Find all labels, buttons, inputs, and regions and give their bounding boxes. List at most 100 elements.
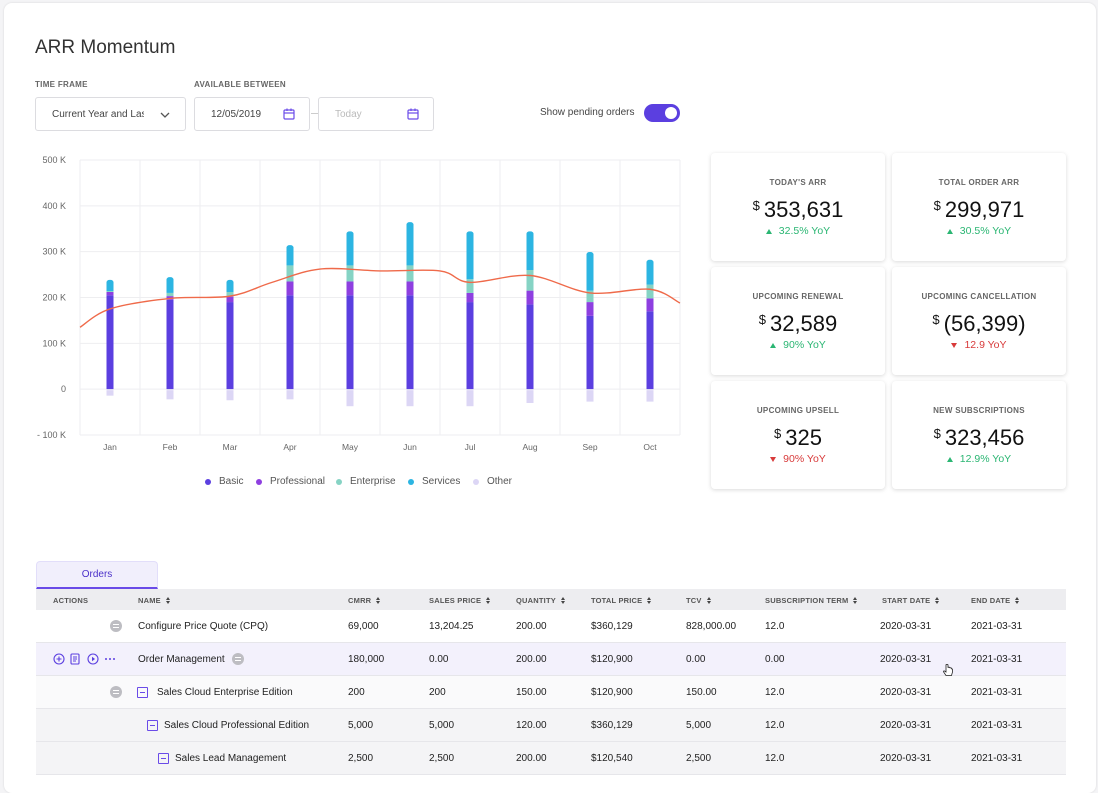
- legend-dot: [408, 478, 414, 485]
- sort-icon: [376, 597, 381, 604]
- page-title: ARR Momentum: [35, 37, 176, 58]
- col-start-date[interactable]: START DATE: [882, 596, 940, 605]
- legend-item-services: Services: [408, 476, 460, 487]
- bar-segment-services: [346, 233, 354, 266]
- kpi-change: 30.5% YoY: [892, 225, 1066, 237]
- cell-term: 12.0: [765, 621, 785, 632]
- bar-segment-enterprise: [106, 291, 114, 292]
- y-tick-label: 400 K: [42, 201, 66, 211]
- bar-segment-other: [166, 390, 174, 400]
- legend-item-enterprise: Enterprise: [336, 476, 396, 487]
- bar-segment-basic: [646, 311, 654, 390]
- bar-segment-other: [466, 390, 474, 407]
- legend-item-basic: Basic: [205, 476, 243, 487]
- calendar-icon[interactable]: [283, 108, 295, 120]
- col-subscription-term[interactable]: SUBSCRIPTION TERM: [765, 596, 858, 605]
- start-date-input[interactable]: 12/05/2019: [194, 97, 310, 131]
- end-date-input[interactable]: Today: [318, 97, 434, 131]
- table-row[interactable]: Sales Lead Management 2,500 2,500 200.00 $12…: [36, 742, 1066, 775]
- cell-name: Configure Price Quote (CPQ): [138, 621, 269, 632]
- sort-icon: [486, 597, 491, 604]
- bar-segment-services: [586, 253, 594, 291]
- kpi-card-upcoming-cancellation: UPCOMING CANCELLATION $ (56,399) 12.9 YoY: [892, 267, 1066, 375]
- kpi-card-upcoming-upsell: UPCOMING UPSELL $325 90% YoY: [711, 381, 885, 489]
- sort-icon: [706, 597, 712, 604]
- legend-label: Professional: [270, 476, 326, 487]
- bar-segment-basic: [226, 302, 234, 390]
- legend-dot: [205, 478, 211, 485]
- bar-segment-services: [466, 233, 474, 280]
- time-frame-select[interactable]: Current Year and Las: [35, 97, 186, 131]
- y-tick-label: - 100 K: [37, 430, 66, 440]
- col-name[interactable]: NAME: [138, 596, 171, 605]
- kpi-card-today-s-arr: TODAY'S ARR $353,631 32.5% YoY: [711, 153, 885, 261]
- table-row[interactable]: Order Management 180,000 0.00 200.00 $120,90…: [36, 643, 1066, 676]
- table-row[interactable]: Sales Cloud Enterprise Edition 200 200 150.…: [36, 676, 1066, 709]
- cell-name: Sales Cloud Enterprise Edition: [157, 687, 293, 698]
- bar-segment-enterprise: [286, 265, 294, 282]
- bar-segment-other: [646, 390, 654, 402]
- more-icon[interactable]: [104, 653, 116, 665]
- y-tick-label: 300 K: [42, 247, 66, 257]
- add-circle-icon[interactable]: [53, 653, 65, 665]
- document-icon[interactable]: [69, 653, 81, 665]
- legend-item-professional: Professional: [256, 476, 325, 487]
- table-row[interactable]: Sales Cloud Professional Edition 5,000 5,0…: [36, 709, 1066, 742]
- kpi-value: $ (56,399): [932, 311, 1026, 336]
- cell-start: 2020-03-31: [880, 753, 932, 764]
- play-circle-icon[interactable]: [87, 653, 99, 665]
- cell-start: 2020-03-31: [880, 720, 932, 731]
- collapse-icon[interactable]: [137, 687, 148, 698]
- group-icon[interactable]: [110, 620, 122, 632]
- col-total-price[interactable]: TOTAL PRICE: [591, 596, 652, 605]
- y-tick-label: 200 K: [42, 293, 66, 303]
- bar-segment-other: [286, 390, 294, 400]
- col-cmrr[interactable]: CMRR: [348, 596, 381, 605]
- bar-segment-other: [586, 390, 594, 402]
- col-sales-price[interactable]: SALES PRICE: [429, 596, 491, 605]
- arr-chart: 500 K 400 K 300 K 200 K 100 K 0 - 100 K Jan Feb M…: [37, 155, 681, 452]
- bar-segment-professional: [646, 298, 654, 312]
- collapse-icon[interactable]: [147, 720, 158, 731]
- bar-segment-professional: [226, 296, 234, 303]
- y-tick-label: 0: [61, 384, 66, 394]
- bar-segment-other: [526, 390, 534, 403]
- table-row[interactable]: Configure Price Quote (CPQ) 69,000 13,204.…: [36, 610, 1066, 643]
- tab-orders[interactable]: Orders: [36, 561, 158, 589]
- group-icon[interactable]: [110, 686, 122, 698]
- group-icon[interactable]: [232, 653, 244, 665]
- cell-cmrr: 69,000: [348, 621, 379, 632]
- triangle-up-icon: [770, 342, 777, 348]
- cell-tcv: 828,000.00: [686, 621, 737, 632]
- bar-segment-professional: [286, 281, 294, 296]
- kpi-value: $299,971: [933, 197, 1025, 222]
- collapse-icon[interactable]: [158, 753, 169, 764]
- bar-segment-basic: [106, 295, 114, 390]
- col-end-date[interactable]: END DATE: [971, 596, 1020, 605]
- calendar-icon[interactable]: [407, 108, 419, 120]
- bar-cap: [646, 259, 654, 265]
- col-quantity[interactable]: QUANTITY: [516, 596, 566, 605]
- bar-segment-basic: [346, 295, 354, 390]
- x-tick-label: Jun: [403, 442, 417, 452]
- pending-orders-label: Show pending orders: [540, 107, 635, 118]
- bar-segment-professional: [586, 302, 594, 316]
- legend-label: Other: [487, 476, 513, 487]
- col-tcv[interactable]: TCV: [686, 596, 712, 605]
- bar-segment-basic: [526, 304, 534, 390]
- bar-segment-enterprise: [526, 270, 534, 291]
- pending-orders-toggle[interactable]: [644, 104, 680, 122]
- bar-segment-professional: [526, 290, 534, 305]
- kpi-value: $323,456: [933, 425, 1025, 450]
- cell-end: 2021-03-31: [971, 687, 1023, 698]
- cell-sales-price: 200: [429, 687, 446, 698]
- cell-start: 2020-03-31: [880, 621, 932, 632]
- bar-segment-other: [406, 390, 414, 407]
- cell-quantity: 200.00: [516, 753, 547, 764]
- kpi-change: 90% YoY: [711, 339, 885, 351]
- bar-segment-other: [106, 390, 114, 396]
- hand-cursor-icon: [943, 664, 953, 676]
- bar-cap: [466, 231, 474, 237]
- cell-end: 2021-03-31: [971, 720, 1023, 731]
- kpi-value: $325: [774, 425, 822, 450]
